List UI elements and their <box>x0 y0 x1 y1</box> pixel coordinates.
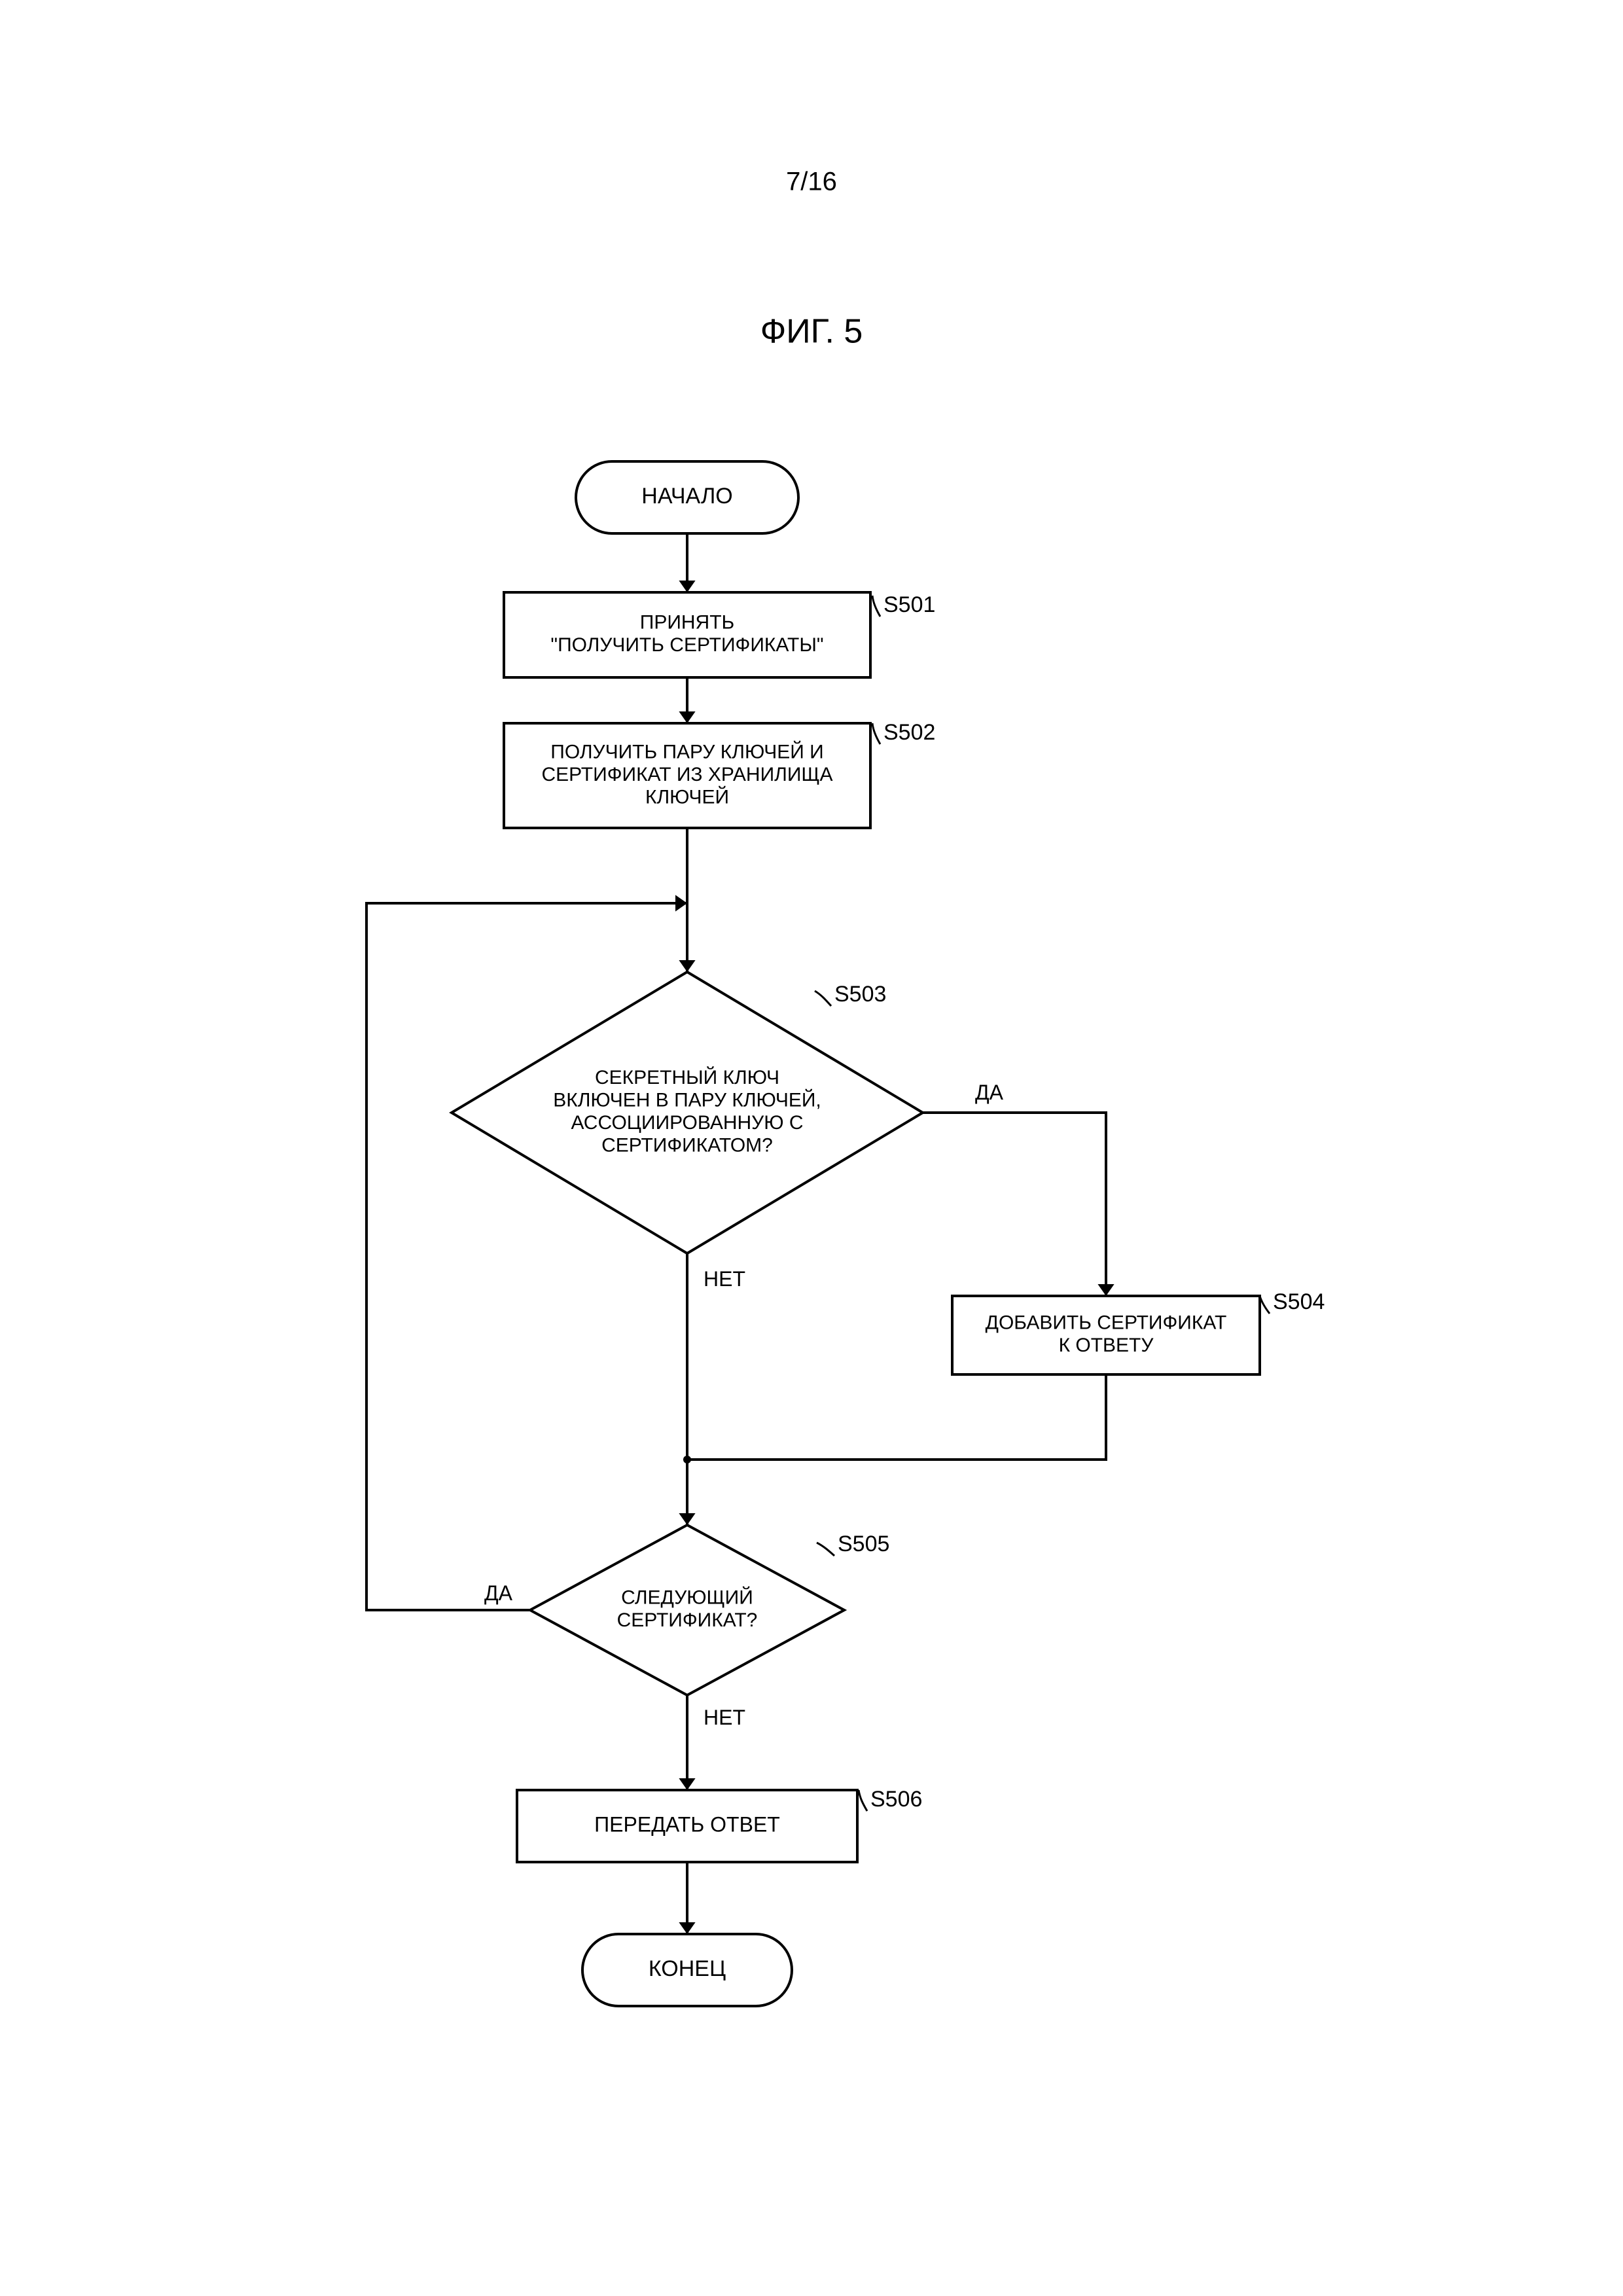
svg-text:К ОТВЕТУ: К ОТВЕТУ <box>1059 1335 1154 1356</box>
ref-label-s503: S503 <box>834 982 886 1007</box>
svg-text:АССОЦИИРОВАННУЮ С: АССОЦИИРОВАННУЮ С <box>571 1112 803 1134</box>
merge-dot <box>683 1456 691 1463</box>
page-number: 7/16 <box>786 168 837 196</box>
svg-text:СЕРТИФИКАТ ИЗ ХРАНИЛИЩА: СЕРТИФИКАТ ИЗ ХРАНИЛИЩА <box>541 764 832 785</box>
edge-label-s505-yes-loop: ДА <box>484 1581 513 1605</box>
svg-text:КОНЕЦ: КОНЕЦ <box>649 1956 726 1981</box>
edge-label-s503-no-down: НЕТ <box>704 1267 745 1291</box>
ref-label-s501: S501 <box>883 592 935 617</box>
edge-label-s503-yes-to-s504: ДА <box>975 1081 1004 1104</box>
svg-text:СЕРТИФИКАТОМ?: СЕРТИФИКАТОМ? <box>601 1135 773 1157</box>
svg-text:ВКЛЮЧЕН В ПАРУ КЛЮЧЕЙ,: ВКЛЮЧЕН В ПАРУ КЛЮЧЕЙ, <box>553 1089 821 1111</box>
ref-label-s505: S505 <box>838 1532 889 1556</box>
figure-title: ФИГ. 5 <box>760 313 863 351</box>
ref-label-s506: S506 <box>870 1787 922 1812</box>
edge-label-s505-no-to-s506: НЕТ <box>704 1706 745 1729</box>
svg-text:НАЧАЛО: НАЧАЛО <box>641 484 732 509</box>
svg-text:СЕРТИФИКАТ?: СЕРТИФИКАТ? <box>617 1609 758 1631</box>
svg-text:ДОБАВИТЬ СЕРТИФИКАТ: ДОБАВИТЬ СЕРТИФИКАТ <box>986 1312 1227 1334</box>
svg-text:ПОЛУЧИТЬ ПАРУ КЛЮЧЕЙ И: ПОЛУЧИТЬ ПАРУ КЛЮЧЕЙ И <box>550 740 823 762</box>
svg-text:СЛЕДУЮЩИЙ: СЛЕДУЮЩИЙ <box>621 1587 753 1609</box>
ref-label-s502: S502 <box>883 720 935 745</box>
svg-text:СЕКРЕТНЫЙ КЛЮЧ: СЕКРЕТНЫЙ КЛЮЧ <box>595 1066 779 1088</box>
svg-text:ПРИНЯТЬ: ПРИНЯТЬ <box>640 612 734 634</box>
svg-text:КЛЮЧЕЙ: КЛЮЧЕЙ <box>645 785 729 808</box>
svg-text:ПЕРЕДАТЬ ОТВЕТ: ПЕРЕДАТЬ ОТВЕТ <box>594 1812 780 1836</box>
ref-label-s504: S504 <box>1273 1289 1325 1314</box>
svg-text:"ПОЛУЧИТЬ СЕРТИФИКАТЫ": "ПОЛУЧИТЬ СЕРТИФИКАТЫ" <box>550 634 823 656</box>
